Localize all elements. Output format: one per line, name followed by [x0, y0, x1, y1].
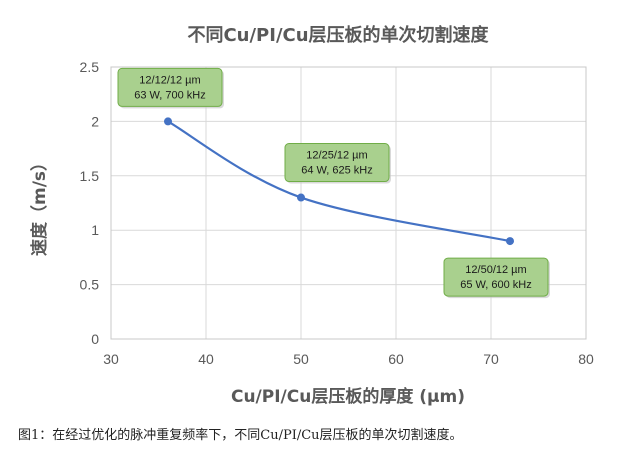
y-tick-label: 0 [91, 331, 99, 347]
annotation-callout: 12/12/12 µm 63 W, 700 kHz [117, 67, 224, 109]
callout-box [284, 143, 390, 183]
y-tick-label: 1.5 [80, 168, 100, 184]
x-tick-labels: 30 40 50 60 70 80 [103, 351, 594, 367]
x-tick-label: 30 [103, 351, 119, 367]
figure-caption: 图1：在经过优化的脉冲重复频率下，不同Cu/PI/Cu层压板的单次切割速度。 [18, 428, 463, 443]
annotation-callout: 12/50/12 µm 65 W, 600 kHz [443, 257, 550, 299]
x-tick-label: 70 [483, 351, 499, 367]
callout-box [117, 67, 223, 107]
x-tick-label: 80 [578, 351, 594, 367]
callout-text: 65 W, 600 kHz [460, 279, 532, 291]
annotations: 12/12/12 µm 63 W, 700 kHz 12/25/12 µm 64 W,… [117, 67, 550, 299]
data-point [506, 237, 514, 246]
callout-box [443, 257, 549, 297]
callout-text: 12/50/12 µm [465, 264, 526, 276]
series [164, 117, 514, 246]
annotation-callout: 12/25/12 µm 64 W, 625 kHz [284, 143, 391, 184]
callout-text: 12/12/12 µm [139, 74, 200, 86]
data-point [164, 117, 172, 126]
chart-title: 不同Cu/PI/Cu层压板的单次切割速度 [187, 24, 489, 46]
y-tick-label: 2.5 [80, 59, 100, 75]
x-tick-label: 60 [388, 351, 404, 367]
y-tick-label: 0.5 [80, 277, 100, 293]
callout-text: 64 W, 625 kHz [301, 165, 373, 177]
y-tick-labels: 0 0.5 1 1.5 2 2.5 [80, 59, 100, 347]
plot-area [110, 66, 587, 340]
y-axis-title: 速度（m/s） [29, 154, 50, 256]
callout-text: 12/25/12 µm [306, 150, 367, 162]
x-axis-title: Cu/PI/Cu层压板的厚度 (µm) [231, 386, 465, 407]
y-tick-label: 1 [91, 222, 99, 238]
x-tick-label: 40 [198, 351, 214, 367]
data-point [297, 193, 305, 202]
x-tick-label: 50 [293, 351, 309, 367]
callout-text: 63 W, 700 kHz [134, 89, 206, 101]
y-tick-label: 2 [91, 113, 99, 129]
